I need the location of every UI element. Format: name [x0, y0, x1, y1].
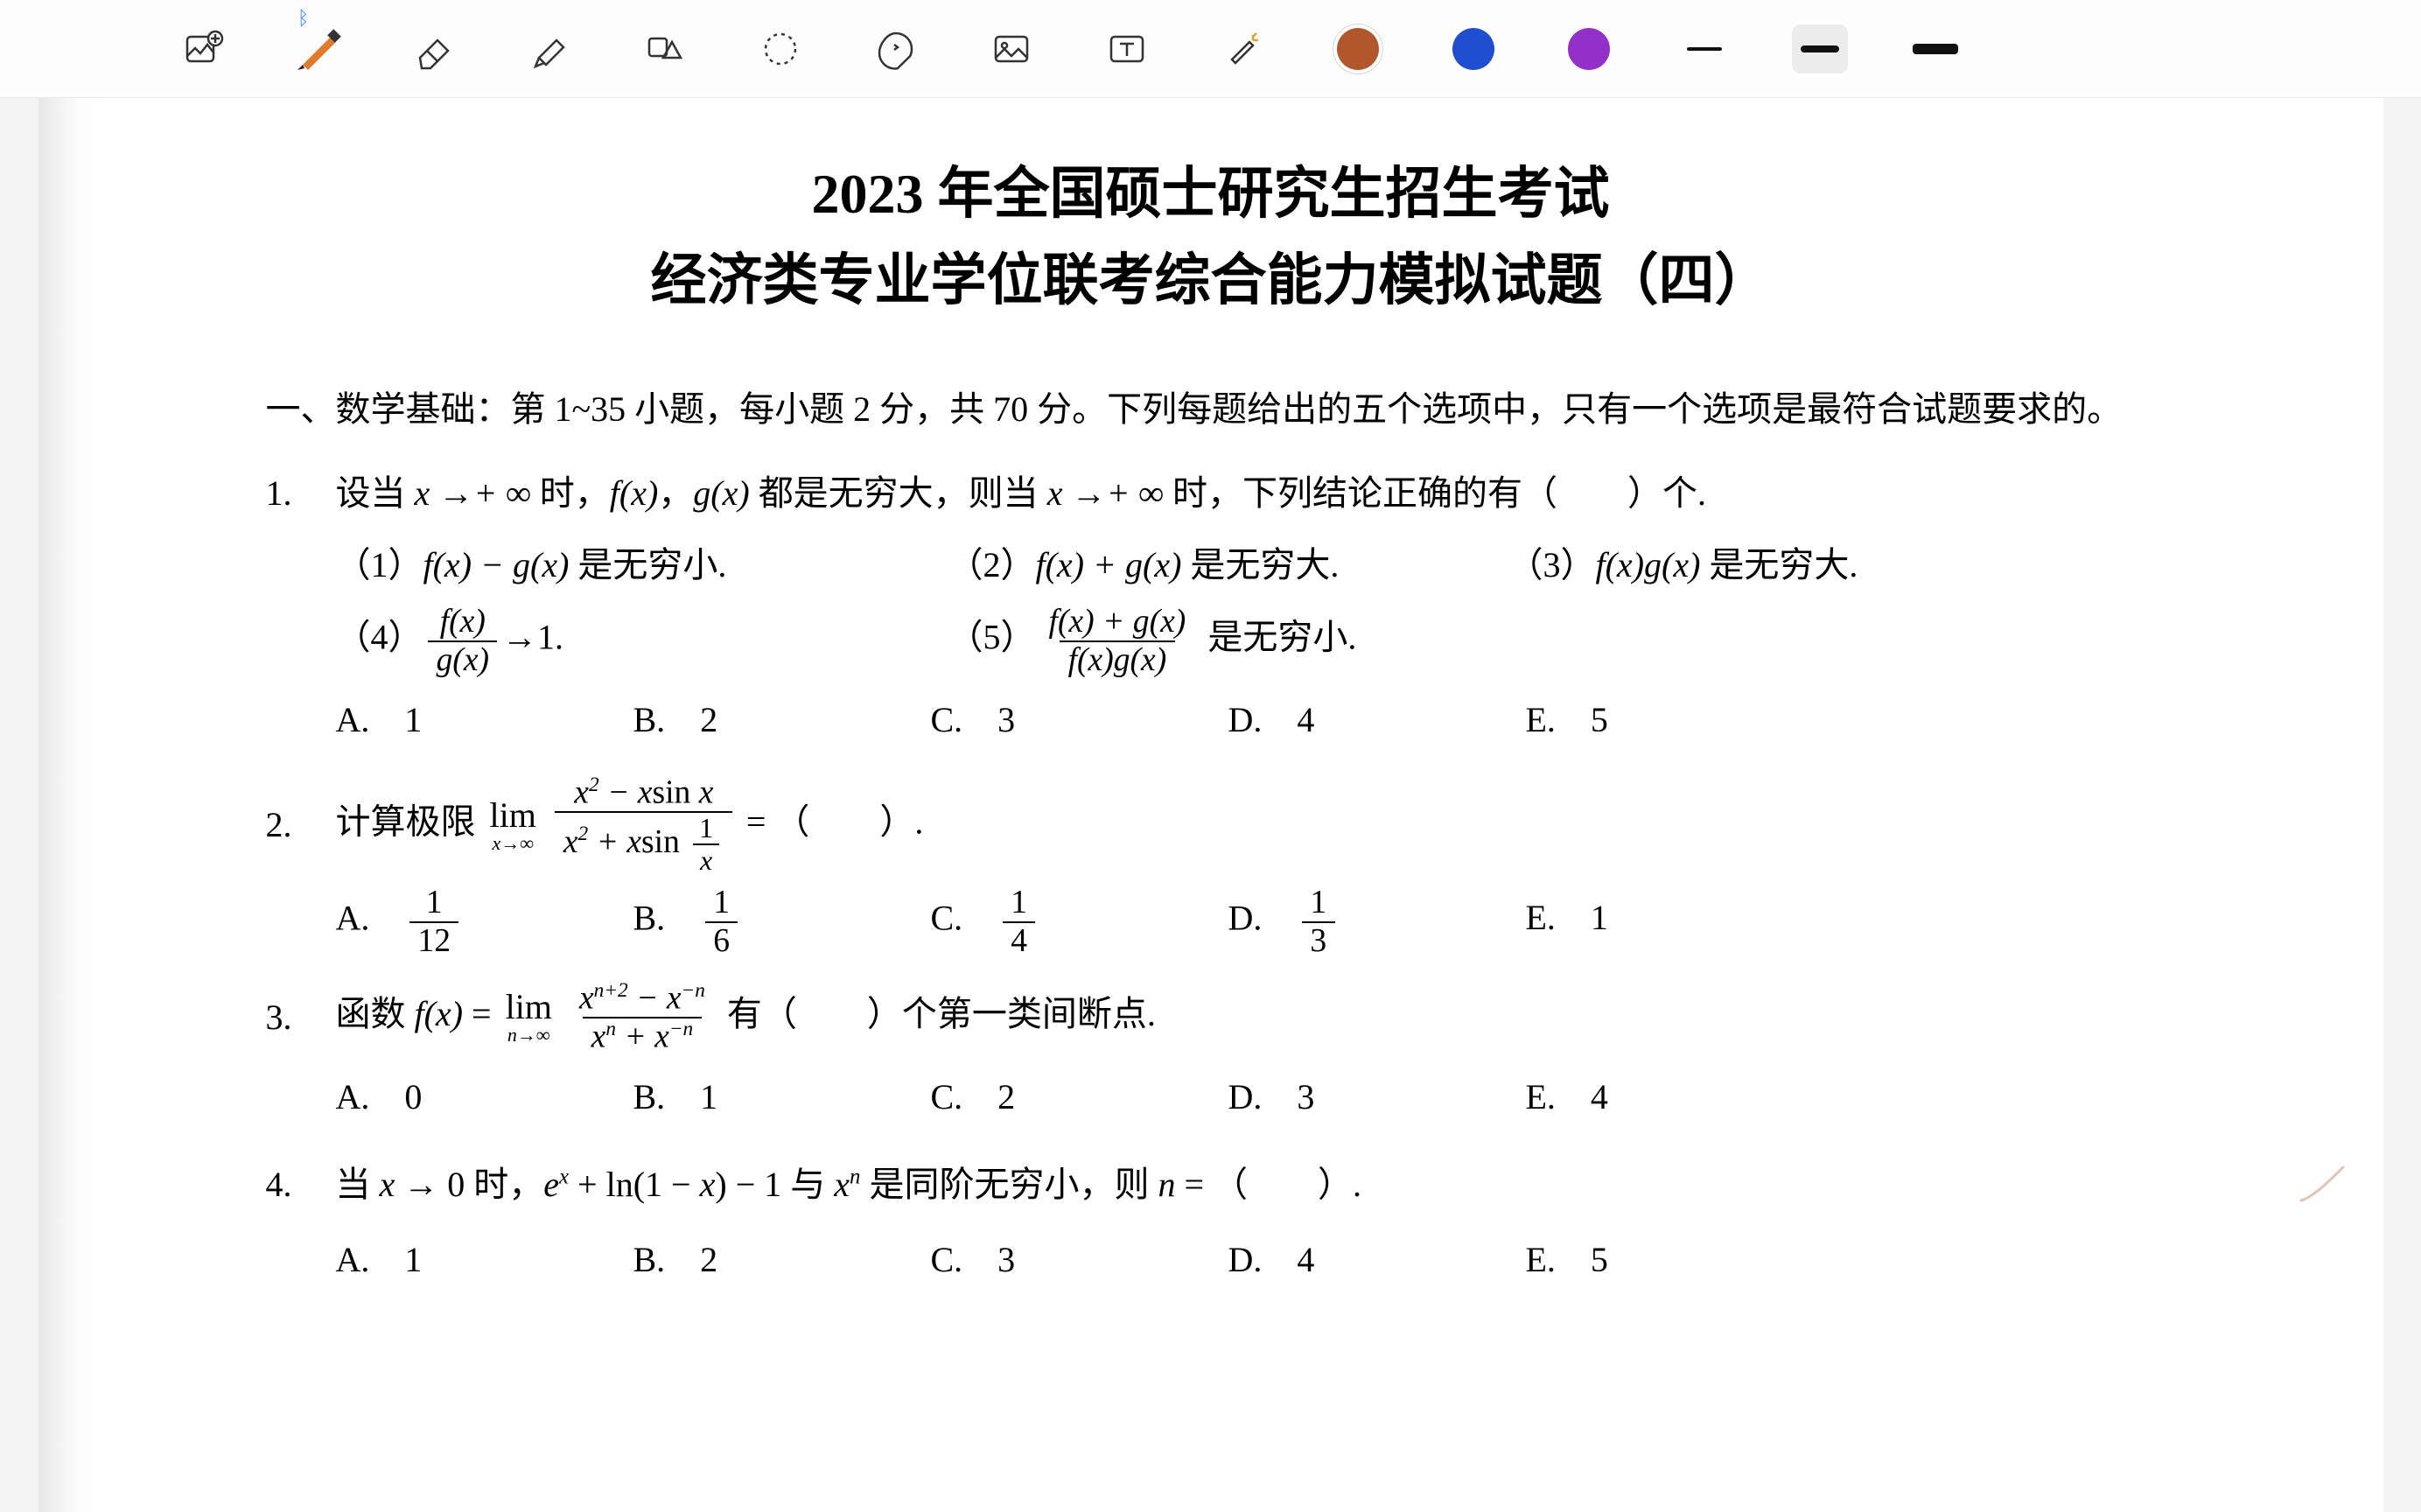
stray-pencil-mark-icon	[2296, 1157, 2348, 1209]
q2-opt-E: E. 1	[1526, 885, 1823, 959]
q4-stem: 当 x → 0 时，ex + ln(1 − x) − 1 与 xn 是同阶无穷小…	[336, 1152, 2156, 1218]
q2-opt-A: A. 112	[336, 885, 633, 959]
q1-number: 1.	[266, 460, 336, 527]
text-icon[interactable]	[1099, 21, 1155, 77]
laser-icon[interactable]	[1214, 21, 1270, 77]
eraser-icon[interactable]	[406, 21, 462, 77]
q4-opt-A: A. 1	[336, 1227, 633, 1293]
annotation-toolbar: ᛒ	[0, 0, 2421, 98]
document-page: 2023 年全国硕士研究生招生考试 经济类专业学位联考综合能力模拟试题（四） 一…	[38, 98, 2383, 1512]
color-swatch-2[interactable]	[1445, 21, 1501, 77]
add-image-icon[interactable]	[175, 21, 231, 77]
document-title: 2023 年全国硕士研究生招生考试 经济类专业学位联考综合能力模拟试题（四）	[266, 150, 2156, 324]
q1-opt-C: C. 3	[931, 687, 1228, 753]
q1-opt-E: E. 5	[1526, 687, 1823, 753]
question-4: 4. 当 x → 0 时，ex + ln(1 − x) − 1 与 xn 是同阶…	[266, 1152, 2156, 1293]
q4-opt-D: D. 4	[1228, 1227, 1526, 1293]
stroke-medium[interactable]	[1792, 24, 1848, 74]
lasso-icon[interactable]	[752, 21, 808, 77]
bluetooth-icon: ᛒ	[297, 7, 309, 30]
q3-opt-C: C. 2	[931, 1064, 1228, 1130]
q1-stem: 设当 x →+ ∞ 时，f(x)，g(x) 都是无穷大，则当 x →+ ∞ 时，…	[336, 460, 2156, 527]
title-line-2: 经济类专业学位联考综合能力模拟试题（四）	[651, 249, 1771, 312]
color-dot-purple	[1568, 28, 1610, 70]
color-swatch-1[interactable]	[1330, 21, 1386, 77]
highlighter-icon[interactable]	[521, 21, 577, 77]
q3-opt-D: D. 3	[1228, 1064, 1526, 1130]
question-3: 3. 函数 f(x) = limn→∞ xn+2 − x−n xn + x−n …	[266, 980, 2156, 1130]
q3-options: A. 0 B. 1 C. 2 D. 3 E. 4	[266, 1064, 2156, 1130]
q3-stem: 函数 f(x) = limn→∞ xn+2 − x−n xn + x−n 有（ …	[336, 980, 2156, 1055]
q4-opt-E: E. 5	[1526, 1227, 1823, 1293]
page-viewport[interactable]: 2023 年全国硕士研究生招生考试 经济类专业学位联考综合能力模拟试题（四） 一…	[0, 98, 2421, 1512]
q2-opt-C: C. 14	[931, 885, 1228, 959]
color-swatch-3[interactable]	[1561, 21, 1617, 77]
question-1: 1. 设当 x →+ ∞ 时，f(x)，g(x) 都是无穷大，则当 x →+ ∞…	[266, 460, 2156, 753]
picture-icon[interactable]	[983, 21, 1039, 77]
q4-number: 4.	[266, 1152, 336, 1218]
q2-opt-B: B. 16	[633, 885, 931, 959]
q1-opt-A: A. 1	[336, 687, 633, 753]
q3-opt-B: B. 1	[633, 1064, 931, 1130]
color-dot-blue	[1452, 28, 1494, 70]
q4-opt-C: C. 3	[931, 1227, 1228, 1293]
q1-opt-B: B. 2	[633, 687, 931, 753]
stroke-thin[interactable]	[1676, 24, 1732, 74]
q4-opt-B: B. 2	[633, 1227, 931, 1293]
q1-opt-D: D. 4	[1228, 687, 1526, 753]
stroke-thick[interactable]	[1907, 24, 1963, 74]
q3-opt-E: E. 4	[1526, 1064, 1823, 1130]
q3-number: 3.	[266, 984, 336, 1051]
q2-options: A. 112 B. 16 C. 14 D. 13 E. 1	[266, 885, 2156, 959]
section-instructions: 一、数学基础：第 1~35 小题，每小题 2 分，共 70 分。下列每题给出的五…	[385, 376, 2156, 443]
question-2: 2. 计算极限 limx→∞ x2 − xsin x x2 + xsin 1x …	[266, 774, 2156, 959]
q1-subs-row1: （1）f(x) − g(x) 是无穷小. （2）f(x) + g(x) 是无穷大…	[266, 532, 2156, 598]
q1-options: A. 1 B. 2 C. 3 D. 4 E. 5	[266, 687, 2156, 753]
q3-opt-A: A. 0	[336, 1064, 633, 1130]
q4-options: A. 1 B. 2 C. 3 D. 4 E. 5	[266, 1227, 2156, 1293]
color-dot-brown	[1337, 28, 1379, 70]
q2-number: 2.	[266, 792, 336, 858]
q1-subs-row2: （4）f(x)g(x)→1. （5）f(x) + g(x)f(x)g(x) 是无…	[266, 604, 2156, 678]
sticker-icon[interactable]	[868, 21, 924, 77]
page-binding-shadow	[38, 98, 98, 1512]
q2-stem: 计算极限 limx→∞ x2 − xsin x x2 + xsin 1x = （…	[336, 774, 2156, 876]
title-line-1: 2023 年全国硕士研究生招生考试	[812, 163, 1610, 225]
shapes-icon[interactable]	[637, 21, 693, 77]
q2-opt-D: D. 13	[1228, 885, 1526, 959]
